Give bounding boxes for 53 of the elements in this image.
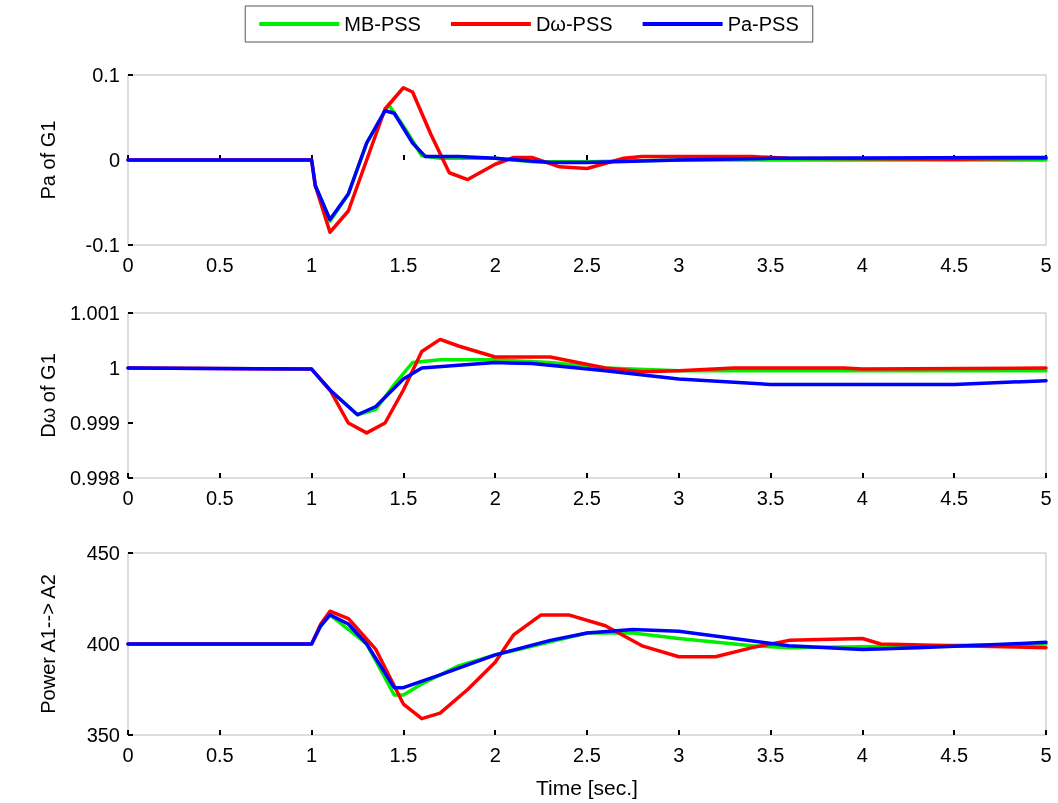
x-tick-label: 1 bbox=[306, 254, 318, 276]
y-tick-label: 1.001 bbox=[69, 302, 120, 324]
x-tick-label: 4.5 bbox=[940, 744, 969, 766]
x-tick-label: 0 bbox=[122, 744, 134, 766]
x-tick-label: 0 bbox=[122, 487, 134, 509]
x-tick-label: 3 bbox=[673, 254, 685, 276]
y-axis-title: Dω of G1 bbox=[37, 353, 59, 438]
x-tick-label: 1.5 bbox=[389, 487, 418, 509]
x-tick-label: 3 bbox=[673, 487, 685, 509]
x-tick-label: 2 bbox=[489, 744, 501, 766]
x-tick-label: 4.5 bbox=[940, 254, 969, 276]
x-tick-label: 4 bbox=[856, 254, 868, 276]
y-tick-label: 400 bbox=[86, 633, 120, 655]
x-tick-label: 5 bbox=[1040, 254, 1052, 276]
x-axis-title: Time [sec.] bbox=[536, 776, 638, 799]
line-series bbox=[126, 360, 1048, 417]
y-tick-label: 0 bbox=[108, 149, 120, 171]
x-tick-label: 3.5 bbox=[756, 254, 785, 276]
x-tick-label: 4.5 bbox=[940, 487, 969, 509]
line-series bbox=[126, 108, 1048, 222]
x-tick-label: 2 bbox=[489, 487, 501, 509]
x-tick-label: 3.5 bbox=[756, 744, 785, 766]
y-axis-title: Power A1--> A2 bbox=[37, 574, 59, 714]
x-tick-label: 1.5 bbox=[389, 254, 418, 276]
x-tick-label: 2 bbox=[489, 254, 501, 276]
x-tick-label: 1 bbox=[306, 487, 318, 509]
x-tick-label: 0 bbox=[122, 254, 134, 276]
x-tick-label: 2.5 bbox=[573, 487, 601, 509]
y-tick-label: 0.1 bbox=[92, 64, 120, 86]
x-tick-label: 4 bbox=[856, 487, 868, 509]
y-tick-label: 0.999 bbox=[69, 412, 120, 434]
x-tick-label: 3.5 bbox=[756, 487, 785, 509]
x-tick-label: 3 bbox=[673, 744, 685, 766]
y-axis-title: Pa of G1 bbox=[37, 120, 59, 200]
y-tick-label: 1 bbox=[108, 357, 120, 379]
legend-label: MB-PSS bbox=[344, 13, 421, 35]
x-tick-label: 1.5 bbox=[389, 744, 418, 766]
x-tick-label: 5 bbox=[1040, 487, 1052, 509]
x-tick-label: 0.5 bbox=[205, 487, 234, 509]
y-tick-label: -0.1 bbox=[85, 234, 120, 256]
y-tick-label: 0.998 bbox=[69, 467, 120, 489]
x-tick-label: 0.5 bbox=[205, 254, 234, 276]
legend-label: Pa-PSS bbox=[727, 13, 799, 35]
x-tick-label: 1 bbox=[306, 744, 318, 766]
x-tick-label: 5 bbox=[1040, 744, 1052, 766]
legend-label: Dω-PSS bbox=[535, 13, 613, 35]
line-series bbox=[126, 613, 1048, 690]
x-tick-label: 2.5 bbox=[573, 254, 601, 276]
x-tick-label: 0.5 bbox=[205, 744, 234, 766]
y-tick-label: 450 bbox=[86, 542, 120, 564]
x-tick-label: 2.5 bbox=[573, 744, 601, 766]
y-tick-label: 350 bbox=[86, 724, 120, 746]
x-tick-label: 4 bbox=[856, 744, 868, 766]
